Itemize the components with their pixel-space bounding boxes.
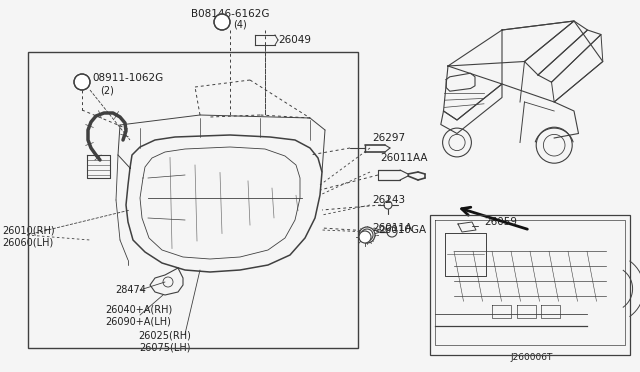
Text: B: B [219,17,225,26]
Text: 26049: 26049 [278,35,311,45]
Text: 26010(RH): 26010(RH) [2,225,54,235]
Circle shape [359,231,371,243]
Text: 08911-1062G: 08911-1062G [92,73,163,83]
Text: 26025(RH): 26025(RH) [139,330,191,340]
Text: 26075(LH): 26075(LH) [140,342,191,352]
Text: 26040+A(RH): 26040+A(RH) [105,305,172,315]
Text: 26297: 26297 [372,133,405,143]
Bar [430,215,630,355]
Text: N: N [79,77,86,87]
Text: 28474: 28474 [115,285,146,295]
Text: J260006T: J260006T [510,353,552,362]
Text: 26011AA: 26011AA [380,153,428,163]
Circle shape [359,227,375,243]
Text: 26090+A(LH): 26090+A(LH) [105,317,171,327]
Text: 26243: 26243 [372,195,405,205]
Text: 26059: 26059 [484,217,517,227]
Text: B08146-6162G: B08146-6162G [191,9,269,19]
Text: 26011A: 26011A [372,223,412,233]
Text: 26060(LH): 26060(LH) [2,237,53,247]
Text: 26010GA: 26010GA [378,225,426,235]
Text: (4): (4) [233,19,247,29]
Circle shape [214,14,230,30]
Bar [28,52,358,348]
Circle shape [74,74,90,90]
Text: (2): (2) [100,85,114,95]
